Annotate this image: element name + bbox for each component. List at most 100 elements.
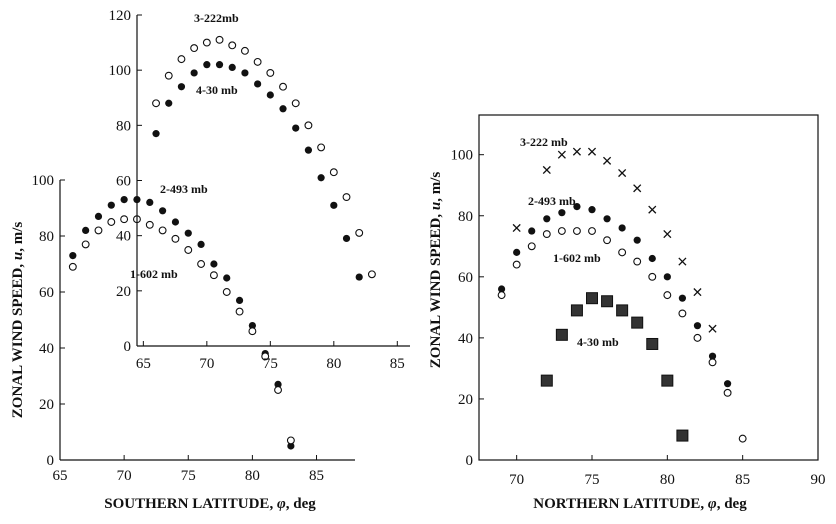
panel0-series-1-point-8 xyxy=(171,234,180,243)
panel2-series-2-point-11 xyxy=(663,291,672,300)
panel1-series-1-point-13 xyxy=(317,143,326,152)
left-x-axis-title: SOUTHERN LATITUDE, φ, deg xyxy=(104,496,316,512)
panel1-series-0-point-4 xyxy=(203,61,211,69)
right-y-axis-title: ZONAL WIND SPEED, u, m/s xyxy=(428,172,444,369)
panel2-series-2-point-16 xyxy=(738,434,747,443)
panel1-series-0-point-10 xyxy=(279,105,287,113)
panel1-series-0-point-8 xyxy=(254,80,262,88)
panel0-series-0-point-7 xyxy=(159,207,167,215)
panel0-series-1-label: 1-602 mb xyxy=(130,267,178,281)
inset-x-tick-label: 70 xyxy=(199,356,214,372)
panel1-series-1-point-4 xyxy=(202,38,211,47)
panel2-series-1-point-14 xyxy=(708,352,717,360)
panel2-series-2-point-0 xyxy=(497,291,506,300)
panel2-series-0-point-5 xyxy=(603,156,612,165)
panel2-series-3-point-0 xyxy=(540,374,553,387)
right-plot-frame xyxy=(478,114,819,461)
panel1-series-1-point-12 xyxy=(304,121,313,130)
panel2-series-2-point-1 xyxy=(512,260,521,269)
left-y-tick-label: 60 xyxy=(39,285,54,301)
panel0-series-1-point-6 xyxy=(145,220,154,229)
panel2-series-2-point-10 xyxy=(648,272,657,281)
panel2-series-2-point-7 xyxy=(603,236,612,245)
panel2-series-2-point-2 xyxy=(527,242,536,251)
panel0-series-0-label: 2-493 mb xyxy=(160,182,208,196)
panel0-series-0-point-14 xyxy=(248,322,256,330)
panel2-series-1-point-1 xyxy=(513,248,521,256)
panel2-series-2-point-13 xyxy=(693,333,702,342)
right-y-tick-label: 80 xyxy=(458,209,473,225)
panel0-series-0-point-3 xyxy=(107,201,115,209)
panel2-series-3-point-5 xyxy=(616,304,629,317)
panel2-series-2-point-3 xyxy=(542,230,551,239)
inset-y-tick-label: 100 xyxy=(109,63,132,79)
panel0-series-1-point-0 xyxy=(68,262,77,271)
panel0-series-0-point-11 xyxy=(210,260,218,268)
panel0-series-1-point-11 xyxy=(209,271,218,280)
panel1-series-0-label: 4-30 mb xyxy=(196,83,238,97)
right-x-tick-label: 90 xyxy=(811,472,826,488)
panel2-series-3-point-4 xyxy=(601,295,614,308)
left-y-tick-label: 80 xyxy=(39,229,54,245)
panel2-series-0-point-2 xyxy=(557,150,566,159)
panel1-series-1-point-1 xyxy=(164,71,173,80)
panel0-series-0-point-16 xyxy=(274,380,282,388)
left-y-tick-label: 40 xyxy=(39,341,54,357)
panel0-series-0-point-1 xyxy=(82,226,90,234)
panel0-series-1-point-9 xyxy=(184,246,193,254)
panel0-series-1-point-2 xyxy=(94,226,103,235)
right-y-tick-label: 60 xyxy=(458,270,473,286)
left-y-tick-label: 100 xyxy=(32,173,55,189)
panel2-series-1-point-0 xyxy=(498,285,506,293)
panel1-series-0-point-11 xyxy=(292,124,300,132)
panel2-series-2-label: 1-602 mb xyxy=(553,251,601,265)
panel2-series-1-point-2 xyxy=(528,227,536,235)
panel2-series-2-point-4 xyxy=(557,227,566,235)
panel2-series-0-label: 3-222 mb xyxy=(520,135,568,149)
right-y-tick-label: 40 xyxy=(458,331,473,347)
panel1-series-0-point-12 xyxy=(304,146,313,154)
panel1-series-0-point-13 xyxy=(317,174,325,182)
panel2-series-0-point-9 xyxy=(663,230,672,239)
panel1-series-1-label: 3-222mb xyxy=(194,11,239,25)
right-x-tick-label: 75 xyxy=(585,472,600,488)
panel0-series-0-point-12 xyxy=(223,274,231,282)
panel2-series-0-point-6 xyxy=(618,168,627,178)
panel1-series-1-point-10 xyxy=(279,82,287,91)
panel0-series-1-point-10 xyxy=(197,260,206,268)
left-x-tick-label: 70 xyxy=(117,468,132,484)
panel1-series-1-point-0 xyxy=(152,99,160,108)
panel1-series-1-point-9 xyxy=(266,68,275,77)
panel1-series-0-point-9 xyxy=(266,91,274,99)
panel2-series-3-point-7 xyxy=(646,337,659,350)
left-x-tick-label: 85 xyxy=(309,468,324,484)
panel1-series-1-point-8 xyxy=(253,57,262,66)
panel2-series-2-point-9 xyxy=(633,257,642,266)
panel0-series-0-point-6 xyxy=(146,198,154,206)
panel0-series-1-point-7 xyxy=(158,226,167,235)
panel2-series-0-point-12 xyxy=(708,324,717,333)
panel2-series-1-point-13 xyxy=(693,322,702,330)
right-x-axis-title: NORTHERN LATITUDE, φ, deg xyxy=(533,496,747,512)
inset-y-tick-label: 20 xyxy=(116,284,131,300)
panel2-series-0-point-1 xyxy=(542,165,551,175)
panel1-series-1-point-7 xyxy=(240,46,249,55)
panel2-series-3-point-9 xyxy=(676,429,689,442)
panel2-series-1-point-7 xyxy=(603,215,611,223)
panel2-series-1-point-15 xyxy=(724,380,732,388)
panel1-series-0-point-14 xyxy=(330,201,338,209)
panel0-series-0-point-17 xyxy=(287,442,295,450)
panel2-series-3-label: 4-30 mb xyxy=(577,335,619,349)
panel1-series-1-point-6 xyxy=(228,41,237,50)
panel2-series-2-point-15 xyxy=(723,388,732,397)
panel2-series-1-point-8 xyxy=(618,224,626,232)
panel1-series-0-point-2 xyxy=(177,83,186,91)
panel2-series-1-label: 2-493 mb xyxy=(528,194,576,208)
panel2-series-1-point-6 xyxy=(588,206,596,214)
panel1-series-1-point-17 xyxy=(367,270,376,279)
panel1-series-0-point-6 xyxy=(228,63,236,72)
left-y-axis-title: ZONAL WIND SPEED, u, m/s xyxy=(10,222,26,419)
panel0-series-1-point-17 xyxy=(286,436,295,445)
